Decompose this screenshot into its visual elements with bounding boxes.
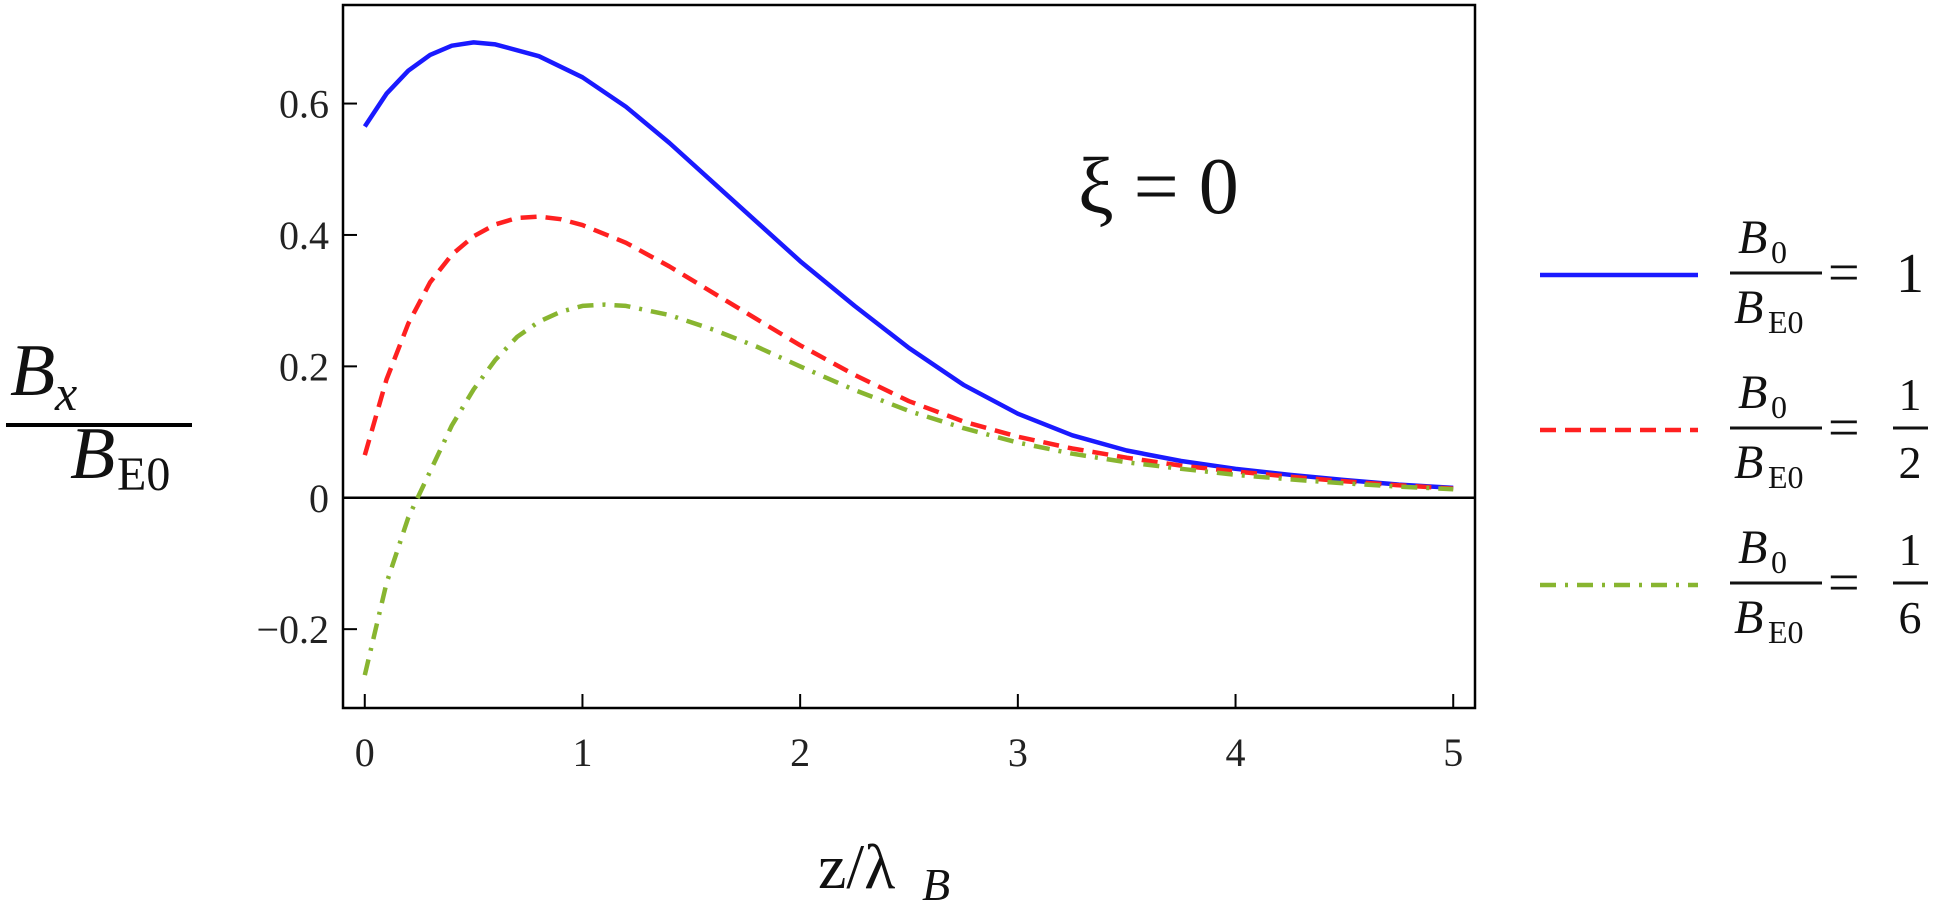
legend-be0: B [1734, 281, 1763, 334]
x-tick-label: 0 [355, 730, 375, 775]
x-label-sub: B [922, 859, 950, 904]
plot-frame [341, 3, 1477, 710]
x-tick-label: 2 [790, 730, 810, 775]
x-axis-label: z/λ B [818, 831, 950, 904]
legend: B 0B E0= 1B 0B E0=12B 0B E0=16 [1540, 211, 1928, 650]
y-tick-label: 0 [309, 476, 329, 521]
legend-value-num: 1 [1899, 369, 1922, 420]
y-label-denominator: B [70, 413, 115, 495]
y-label-numerator-sub: x [54, 365, 77, 421]
legend-value-num: 1 [1899, 524, 1922, 575]
legend-be0: B [1734, 591, 1763, 644]
series-line-2 [362, 214, 1454, 491]
annotation-xi: ξ = 0 [1078, 143, 1239, 231]
legend-equals: = [1828, 552, 1860, 614]
legend-equals: = [1828, 397, 1860, 459]
legend-value-den: 6 [1899, 592, 1922, 643]
legend-be0-sub: E0 [1768, 459, 1804, 495]
series-line-3 [362, 302, 1454, 676]
legend-b0-sub: 0 [1771, 234, 1787, 270]
y-tick-label: 0.4 [279, 213, 329, 258]
y-label-denominator-sub: E0 [117, 448, 170, 501]
legend-b0: B [1738, 211, 1767, 264]
legend-b0: B [1738, 521, 1767, 574]
legend-value: 1 [1896, 243, 1924, 305]
x-tick-label: 3 [1008, 730, 1028, 775]
series-line-1 [362, 40, 1454, 491]
legend-b0-sub: 0 [1771, 389, 1787, 425]
x-axis-ticks: 0 1 2 3 4 5 [355, 694, 1463, 775]
legend-be0: B [1734, 436, 1763, 489]
y-axis-label: B x B E0 [6, 330, 192, 501]
y-tick-label: 0.2 [279, 344, 329, 389]
x-label-main: z/λ [818, 831, 895, 902]
legend-b0: B [1738, 366, 1767, 419]
y-label-numerator: B [10, 330, 55, 412]
legend-be0-sub: E0 [1768, 304, 1804, 340]
legend-b0-sub: 0 [1771, 544, 1787, 580]
legend-be0-sub: E0 [1768, 614, 1804, 650]
y-axis-ticks: −0.2 0 0.2 0.4 0.6 [256, 82, 357, 652]
x-tick-label: 4 [1226, 730, 1246, 775]
y-tick-label: −0.2 [256, 607, 329, 652]
series-layer [362, 40, 1454, 676]
legend-value-den: 2 [1899, 437, 1922, 488]
y-tick-label: 0.6 [279, 82, 329, 127]
legend-equals: = [1828, 242, 1860, 304]
x-tick-label: 1 [572, 730, 592, 775]
x-tick-label: 5 [1443, 730, 1463, 775]
